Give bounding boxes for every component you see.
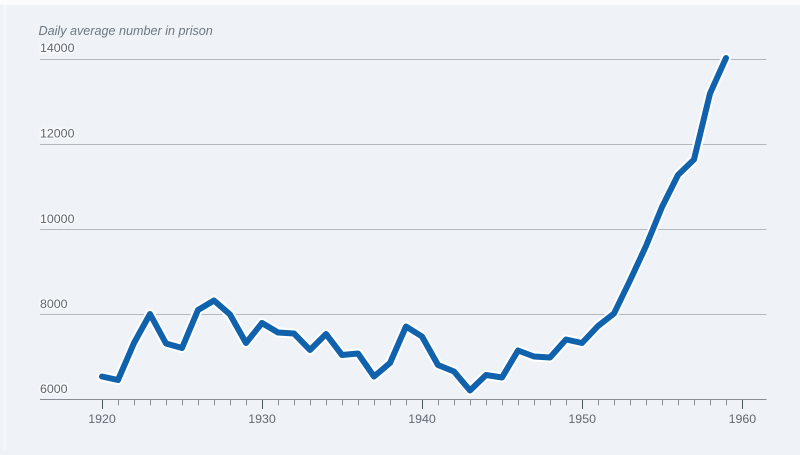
svg-text:10000: 10000: [40, 212, 75, 226]
svg-text:1960: 1960: [729, 412, 757, 426]
svg-text:8000: 8000: [40, 297, 68, 311]
svg-text:Daily average number in prison: Daily average number in prison: [39, 24, 213, 38]
svg-text:1930: 1930: [248, 412, 276, 426]
svg-text:6000: 6000: [40, 382, 68, 396]
svg-text:1940: 1940: [408, 412, 436, 426]
svg-text:14000: 14000: [40, 41, 75, 55]
svg-text:12000: 12000: [40, 127, 75, 141]
svg-text:1920: 1920: [88, 412, 116, 426]
svg-text:1950: 1950: [568, 412, 596, 426]
